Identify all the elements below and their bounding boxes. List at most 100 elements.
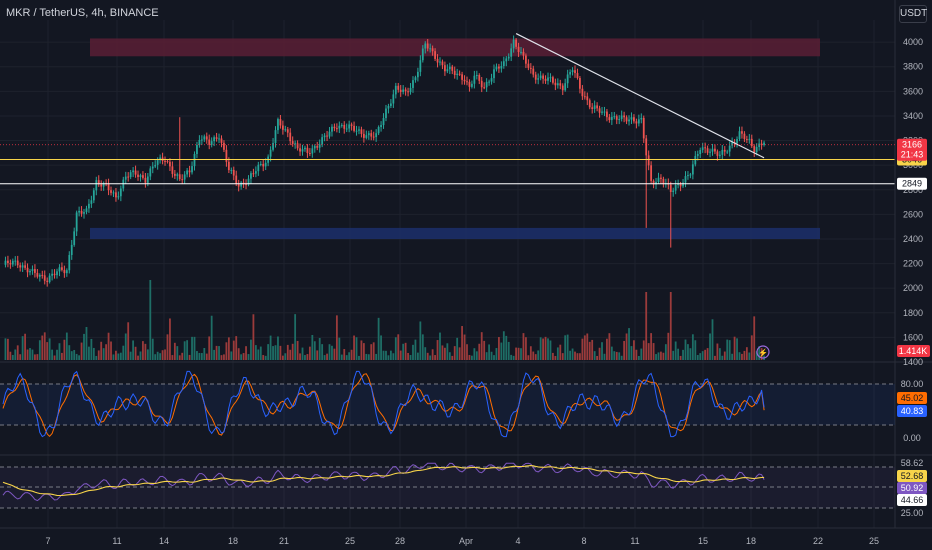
- candle-body: [100, 184, 103, 187]
- candle-body: [598, 108, 601, 113]
- volume-bar: [132, 340, 135, 360]
- candle-body: [80, 210, 83, 214]
- volume-bar: [399, 350, 402, 360]
- x-tick-label: 28: [395, 536, 405, 546]
- candle-body: [350, 124, 353, 126]
- volume-bar: [65, 332, 68, 360]
- candle-body: [731, 142, 734, 146]
- candle-body: [610, 116, 613, 121]
- candle-body: [299, 148, 301, 152]
- volume-bar: [16, 345, 19, 360]
- candle-body: [662, 178, 665, 185]
- candle-body: [269, 149, 272, 157]
- volume-bar: [701, 351, 704, 360]
- volume-bar: [603, 353, 606, 360]
- candle-body: [208, 139, 211, 145]
- volume-bar: [142, 341, 144, 360]
- volume-bar: [24, 333, 26, 360]
- candle-body: [419, 60, 422, 72]
- candle-body: [758, 143, 761, 147]
- candle-body: [728, 145, 731, 152]
- candle-body: [254, 171, 257, 174]
- volume-bar: [191, 336, 193, 360]
- candle-body: [704, 147, 707, 149]
- volume-bar: [559, 344, 562, 360]
- x-tick-label: 25: [869, 536, 879, 546]
- volume-bar: [335, 315, 338, 360]
- rsi-low-tag: 44.66: [901, 495, 924, 505]
- volume-bar: [4, 338, 7, 360]
- candle-body: [402, 89, 405, 92]
- volume-bar: [439, 332, 441, 360]
- x-tick-label: 22: [813, 536, 823, 546]
- volume-bar: [704, 349, 707, 360]
- volume-bar: [242, 353, 245, 360]
- candle-body: [7, 260, 9, 264]
- candle-body: [473, 75, 476, 84]
- volume-bar: [642, 340, 645, 360]
- volume-bar: [753, 316, 756, 360]
- candle-body: [716, 151, 719, 156]
- volume-bar: [426, 352, 429, 360]
- candle-body: [301, 149, 304, 152]
- volume-bar: [85, 327, 88, 360]
- volume-bar: [208, 336, 211, 360]
- volume-bar: [254, 345, 257, 360]
- candle-body: [262, 164, 265, 167]
- volume-bar: [608, 333, 611, 360]
- candle-body: [183, 174, 186, 180]
- candle-body: [73, 231, 76, 245]
- candle-body: [421, 48, 424, 61]
- candle-body: [110, 190, 112, 193]
- volume-bar: [434, 355, 436, 360]
- candle-body: [392, 94, 395, 104]
- volume-bar: [83, 333, 85, 360]
- candle-body: [672, 190, 675, 193]
- volume-bar: [213, 349, 216, 360]
- volume-bar: [58, 343, 61, 360]
- candle-body: [294, 143, 297, 145]
- candle-body: [532, 68, 535, 75]
- volume-bar: [714, 355, 716, 360]
- candle-body: [475, 75, 478, 77]
- candle-body: [542, 75, 544, 79]
- candle-body: [623, 115, 626, 118]
- candle-body: [721, 149, 724, 155]
- candle-body: [714, 148, 716, 152]
- volume-bar: [623, 340, 626, 360]
- volume-bar: [198, 352, 201, 360]
- volume-bar: [591, 339, 594, 360]
- currency-badge[interactable]: USDT: [899, 5, 927, 23]
- candle-body: [655, 181, 657, 185]
- candle-body: [331, 126, 333, 132]
- candle-body: [115, 192, 117, 198]
- candle-body: [365, 135, 368, 138]
- candle-body: [628, 119, 630, 122]
- candle-body: [515, 39, 517, 47]
- volume-bar: [301, 347, 304, 360]
- rsi-ma-line: [2, 465, 765, 497]
- y-tick-label: 1800: [903, 308, 923, 318]
- candle-body: [436, 58, 439, 63]
- volume-bar: [345, 355, 348, 360]
- trendline: [515, 32, 765, 159]
- stoch-d-tag-bg: [897, 405, 927, 417]
- candle-body: [549, 77, 552, 79]
- candle-body: [164, 160, 166, 162]
- candle-body: [466, 81, 468, 83]
- volume-bar: [235, 336, 238, 360]
- candle-body: [603, 111, 606, 113]
- candle-body: [468, 81, 471, 87]
- volume-bar: [372, 342, 375, 360]
- volume-bar: [284, 353, 287, 360]
- volume-bar: [409, 355, 412, 360]
- candle-body: [321, 137, 324, 145]
- candle-body: [694, 155, 697, 165]
- volume-bar: [515, 347, 517, 360]
- candle-body: [552, 77, 554, 83]
- volume-bar: [461, 326, 463, 360]
- volume-bar: [306, 354, 309, 360]
- candle-body: [43, 275, 46, 281]
- candle-body: [313, 146, 316, 149]
